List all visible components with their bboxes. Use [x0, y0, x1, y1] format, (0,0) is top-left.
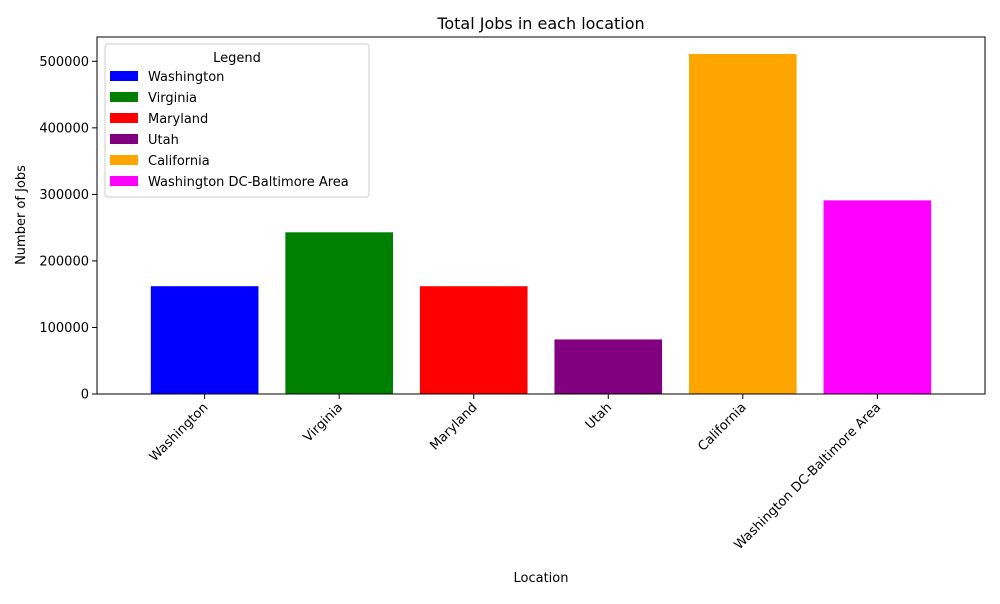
legend-swatch: [110, 155, 138, 165]
legend-entry: Washington: [148, 70, 224, 85]
legend-entry: Virginia: [148, 91, 197, 106]
bar-washington: [150, 286, 259, 394]
y-tick-label: 0: [81, 388, 89, 403]
x-tick-label: California: [695, 400, 749, 454]
y-tick-label: 500000: [39, 55, 89, 70]
bar-virginia: [285, 232, 393, 394]
bar-washington-dc-baltimore-area: [823, 200, 932, 394]
legend-entry: Maryland: [148, 112, 208, 127]
legend-swatch: [110, 71, 138, 81]
legend-entry: Utah: [148, 133, 179, 148]
legend-title: Legend: [213, 51, 261, 66]
legend-swatch: [110, 113, 138, 123]
bar-california: [689, 54, 797, 394]
bar-maryland: [419, 286, 528, 394]
legend: Legend Washington Virginia Maryland Utah Cali…: [104, 43, 370, 198]
chart-title: Total Jobs in each location: [436, 14, 644, 33]
x-axis-label: Location: [514, 571, 569, 586]
legend-entry: Washington DC-Baltimore Area: [148, 175, 349, 190]
y-tick-label: 300000: [39, 188, 89, 203]
x-tick-label: Washington: [147, 400, 212, 465]
bar-utah: [554, 339, 663, 394]
axes-frame: [96, 36, 986, 395]
legend-swatch: [110, 176, 138, 186]
x-tick-label: Maryland: [427, 400, 480, 453]
x-tick-label: Virginia: [301, 400, 346, 445]
x-tick-label: Washington DC-Baltimore Area: [732, 400, 885, 553]
y-tick-label: 200000: [39, 254, 89, 269]
y-tick-label: 400000: [39, 121, 89, 136]
legend-entry: California: [148, 154, 210, 169]
y-tick-label: 100000: [39, 321, 89, 336]
legend-box: [104, 43, 370, 198]
legend-swatch: [110, 134, 138, 144]
legend-swatch: [110, 92, 138, 102]
x-tick-label: Utah: [583, 400, 615, 432]
y-axis-label: Number of Jobs: [14, 165, 29, 265]
